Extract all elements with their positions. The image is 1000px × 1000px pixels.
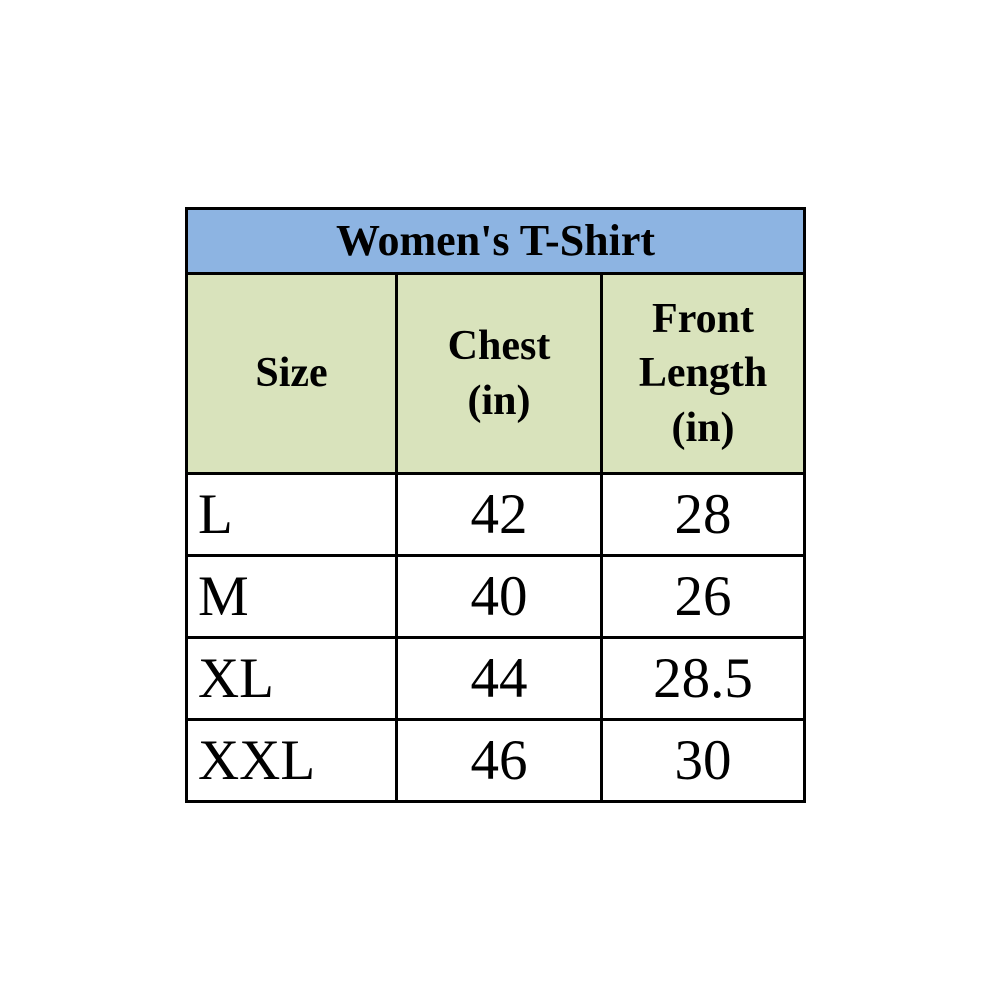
table-row: L 42 28 [185, 472, 806, 557]
column-header-size: Size [185, 272, 398, 475]
size-cell: XL [185, 636, 398, 721]
column-header-front-length: Front Length (in) [600, 272, 806, 475]
size-cell: XXL [185, 718, 398, 803]
table-row: XXL 46 30 [185, 718, 806, 803]
chest-cell: 42 [395, 472, 603, 557]
size-cell: L [185, 472, 398, 557]
front-length-cell: 26 [600, 554, 806, 639]
front-length-cell: 30 [600, 718, 806, 803]
front-length-cell: 28 [600, 472, 806, 557]
front-length-cell: 28.5 [600, 636, 806, 721]
chest-cell: 40 [395, 554, 603, 639]
chest-cell: 44 [395, 636, 603, 721]
size-cell: M [185, 554, 398, 639]
size-chart-table: Women's T-Shirt Size Chest (in) Front Le… [185, 207, 806, 803]
column-header-chest: Chest (in) [395, 272, 603, 475]
table-title-row: Women's T-Shirt [185, 207, 806, 275]
table-title: Women's T-Shirt [185, 207, 806, 275]
chest-cell: 46 [395, 718, 603, 803]
table-row: XL 44 28.5 [185, 636, 806, 721]
table-header-row: Size Chest (in) Front Length (in) [185, 272, 806, 475]
table-row: M 40 26 [185, 554, 806, 639]
